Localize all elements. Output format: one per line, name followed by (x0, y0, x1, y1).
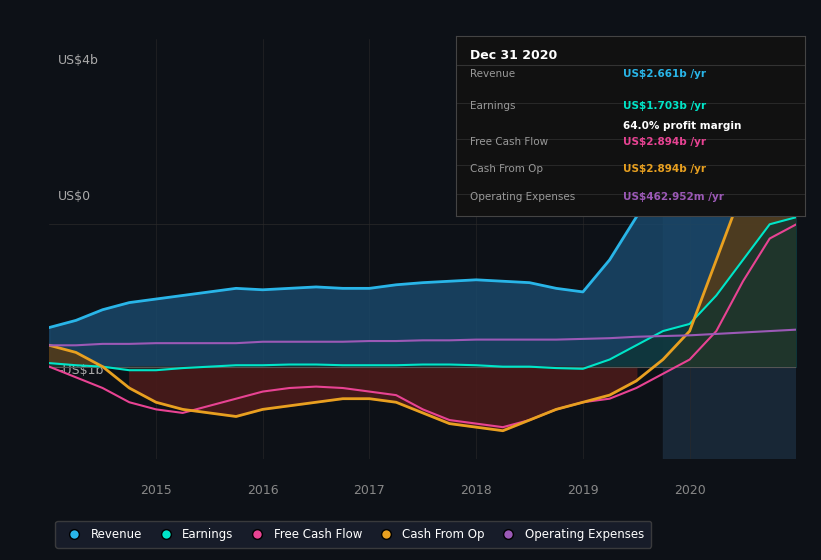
Text: 2015: 2015 (140, 484, 172, 497)
Text: 2017: 2017 (354, 484, 385, 497)
Text: 2016: 2016 (247, 484, 278, 497)
Text: 64.0% profit margin: 64.0% profit margin (623, 120, 741, 130)
Text: US$2.661b /yr: US$2.661b /yr (623, 69, 706, 78)
Text: 2020: 2020 (674, 484, 705, 497)
Text: Dec 31 2020: Dec 31 2020 (470, 49, 557, 62)
Text: Revenue: Revenue (470, 69, 515, 78)
Text: US$1.703b /yr: US$1.703b /yr (623, 101, 706, 111)
Text: Free Cash Flow: Free Cash Flow (470, 137, 548, 147)
Text: Cash From Op: Cash From Op (470, 164, 543, 174)
Text: US$2.894b /yr: US$2.894b /yr (623, 137, 706, 147)
Text: Operating Expenses: Operating Expenses (470, 192, 575, 202)
Bar (663, 39, 796, 459)
Text: US$2.894b /yr: US$2.894b /yr (623, 164, 706, 174)
Legend: Revenue, Earnings, Free Cash Flow, Cash From Op, Operating Expenses: Revenue, Earnings, Free Cash Flow, Cash … (55, 521, 651, 548)
Text: US$0: US$0 (58, 190, 91, 203)
Text: -US$1b: -US$1b (58, 365, 103, 377)
Text: 2018: 2018 (461, 484, 492, 497)
Text: US$462.952m /yr: US$462.952m /yr (623, 192, 724, 202)
Text: US$4b: US$4b (58, 54, 99, 67)
Text: 2019: 2019 (567, 484, 599, 497)
Text: Earnings: Earnings (470, 101, 515, 111)
